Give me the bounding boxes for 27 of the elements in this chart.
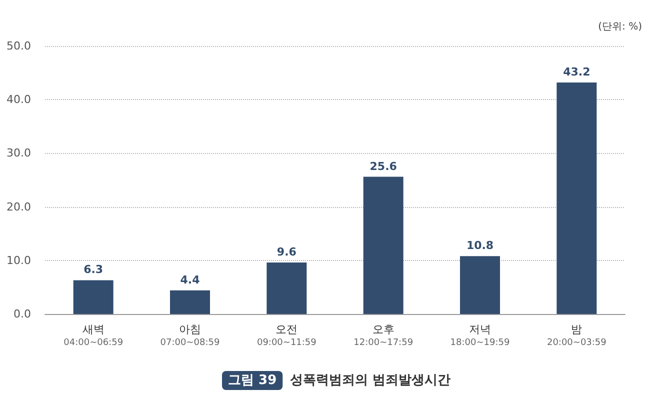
bar	[73, 280, 114, 314]
x-tick-label: 새벽 04:00~06:59	[64, 323, 124, 348]
y-tick-label: 50.0	[6, 40, 31, 52]
data-label: 43.2	[563, 65, 590, 78]
bar	[266, 262, 307, 314]
data-label: 6.3	[84, 263, 104, 276]
y-tick-label: 0.0	[14, 308, 31, 320]
x-tick-label: 아침 07:00~08:59	[160, 323, 220, 348]
text: 성폭력범죄의 범죄발생시간	[290, 373, 451, 388]
x-tick-label: 오전 09:00~11:59	[256, 323, 317, 348]
text: 그림 39	[228, 373, 277, 388]
data-label: 4.4	[180, 273, 200, 286]
y-tick-label: 10.0	[6, 254, 31, 267]
bar	[363, 176, 404, 314]
x-tick-label: 오후 12:00~17:59	[354, 323, 414, 348]
x-tick-label: 밤 20:00~03:59	[546, 323, 607, 348]
data-label: 10.8	[466, 239, 494, 252]
y-tick-label: 20.0	[6, 200, 31, 214]
y-tick-label: 40.0	[6, 93, 31, 106]
data-label: 9.6	[276, 246, 297, 259]
bar	[556, 82, 597, 314]
x-tick-label: 저녁 18:00~19:59	[450, 323, 510, 348]
y-axis-title: (단위: %)	[598, 22, 642, 32]
y-tick-label: 30.0	[6, 146, 31, 160]
bar	[170, 290, 210, 314]
data-label: 25.6	[370, 160, 398, 173]
bar	[460, 256, 500, 314]
